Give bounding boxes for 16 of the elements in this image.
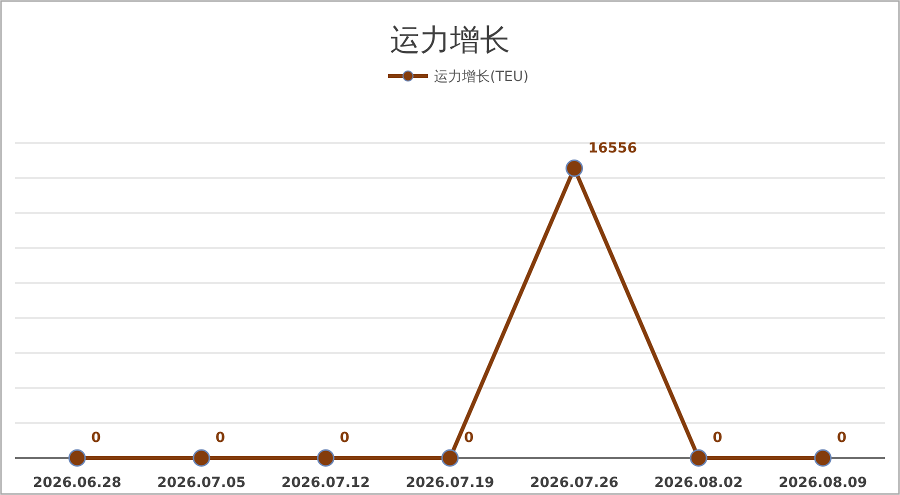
x-tick-label: 2026.07.05 [157,475,246,491]
x-tick-label: 2026.07.19 [406,475,494,491]
x-tick-label: 2026.07.12 [281,475,370,491]
data-label: 0 [464,430,474,446]
data-label: 16556 [588,140,638,156]
data-label: 0 [91,430,102,446]
data-label: 0 [836,430,847,446]
x-tick-label: 2026.06.28 [32,475,122,491]
x-tick-label: 2026.08.09 [778,475,868,491]
data-label: 0 [215,430,226,446]
data-label: 0 [340,430,350,446]
chart-title: 运力增长 [390,23,510,58]
data-label: 0 [712,430,723,446]
x-tick-label: 2026.07.26 [530,475,619,491]
x-tick-label: 2026.08.02 [654,475,743,491]
legend-label: 运力增长(TEU) [434,69,529,85]
